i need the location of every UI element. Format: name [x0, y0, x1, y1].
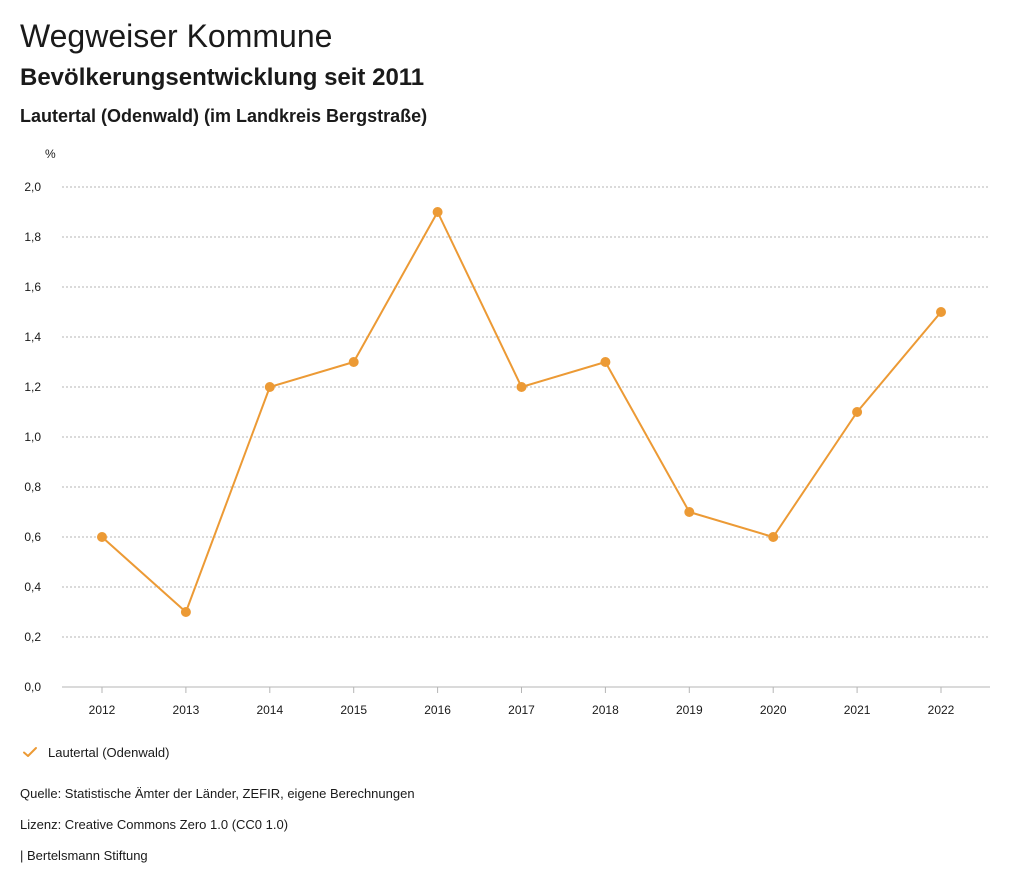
page-title: Wegweiser Kommune	[20, 18, 333, 54]
y-tick-label: 1,2	[24, 380, 41, 394]
data-point[interactable]	[432, 207, 443, 217]
y-tick-label: 1,8	[24, 230, 41, 244]
y-tick-label: 0,6	[24, 530, 41, 544]
y-tick-label: 0,0	[24, 680, 41, 694]
x-tick-label: 2021	[844, 703, 871, 717]
x-tick-label: 2018	[592, 703, 619, 717]
publisher-note: | Bertelsmann Stiftung	[20, 848, 148, 863]
data-point[interactable]	[180, 607, 191, 617]
legend-item[interactable]: Lautertal (Odenwald)	[22, 744, 169, 760]
data-point[interactable]	[768, 532, 779, 542]
x-tick-label: 2017	[508, 703, 535, 717]
data-point[interactable]	[264, 382, 275, 392]
x-tick-label: 2019	[676, 703, 703, 717]
y-tick-label: 1,4	[24, 330, 41, 344]
y-tick-label: 1,6	[24, 280, 41, 294]
source-note: Quelle: Statistische Ämter der Länder, Z…	[20, 786, 415, 801]
x-tick-label: 2013	[173, 703, 200, 717]
y-tick-labels: 0,0 0,2 0,4 0,6 0,8 1,0 1,2 1,4 1,6 1,8 2,0	[24, 180, 41, 694]
y-tick-label: 0,2	[24, 630, 41, 644]
x-tick-label: 2022	[928, 703, 955, 717]
y-tick-label: 0,8	[24, 480, 41, 494]
chart-subtitle: Bevölkerungsentwicklung seit 2011	[20, 64, 425, 91]
y-tick-label: 2,0	[24, 180, 41, 194]
x-tick-label: 2012	[89, 703, 116, 717]
data-point[interactable]	[348, 357, 359, 367]
data-point[interactable]	[852, 407, 863, 417]
x-tick-labels: 2012 2013 2014 2015 2016 2017 2018 2019 2020 2021…	[89, 687, 955, 717]
data-point[interactable]	[600, 357, 611, 367]
series-line	[101, 211, 942, 613]
chart-place: Lautertal (Odenwald) (im Landkreis Bergs…	[20, 106, 428, 126]
x-tick-label: 2015	[340, 703, 367, 717]
grid-lines	[62, 186, 990, 688]
data-point[interactable]	[516, 382, 527, 392]
data-point[interactable]	[684, 507, 695, 517]
x-tick-label: 2016	[424, 703, 451, 717]
y-tick-label: 1,0	[24, 430, 41, 444]
legend-label: Lautertal (Odenwald)	[48, 744, 170, 760]
license-note: Lizenz: Creative Commons Zero 1.0 (CC0 1…	[20, 817, 289, 832]
check-icon	[23, 747, 37, 757]
line-chart: 0,00,20,40,60,81,01,21,41,61,82,0 2012 20…	[24, 147, 990, 717]
y-axis-unit: %	[45, 147, 56, 161]
y-tick-label: 0,4	[24, 580, 41, 594]
x-tick-label: 2020	[760, 703, 787, 717]
x-tick-label: 2014	[256, 703, 283, 717]
series-lines	[97, 207, 946, 617]
data-point[interactable]	[97, 532, 107, 542]
data-point[interactable]	[936, 307, 946, 317]
